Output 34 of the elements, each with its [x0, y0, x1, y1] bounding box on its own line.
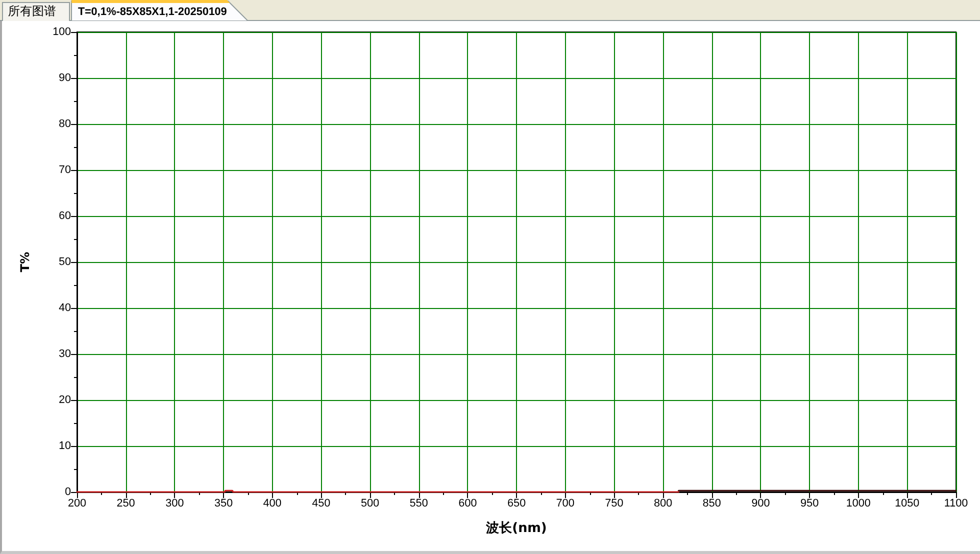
x-tick-label: 950 [800, 498, 819, 510]
x-tick-label: 900 [751, 498, 770, 510]
x-tick-label: 400 [263, 498, 282, 510]
x-tick-label: 850 [702, 498, 722, 510]
x-tick-label: 350 [214, 498, 233, 510]
x-tick-label: 500 [360, 498, 380, 510]
x-tick-label: 300 [165, 498, 184, 510]
x-axis-title: 波长(nm) [485, 521, 547, 536]
x-tick-label: 1000 [846, 498, 871, 510]
y-tick-label: 70 [58, 164, 71, 176]
x-tick-label: 450 [312, 498, 330, 510]
y-tick-label: 50 [58, 256, 71, 268]
y-tick-label: 80 [58, 118, 71, 130]
y-tick-label: 90 [58, 72, 71, 84]
x-tick-label: 750 [604, 498, 624, 510]
x-tick-label: 550 [410, 498, 428, 510]
y-tick-label: 20 [58, 394, 71, 406]
y-tick-label: 40 [58, 302, 71, 314]
x-tick-label: 1100 [944, 498, 968, 510]
x-tick-label: 600 [458, 498, 477, 510]
x-tick-label: 200 [68, 498, 86, 510]
y-tick-label: 100 [52, 26, 71, 38]
chart-title: T=0,1%-85X85X1,1-20250109 [78, 5, 227, 20]
x-tick-label: 650 [507, 498, 526, 510]
y-tick-label: 0 [64, 486, 71, 498]
y-tick-label: 30 [58, 348, 71, 360]
x-tick-label: 800 [654, 498, 672, 510]
text: 所有图谱 [8, 3, 56, 20]
x-tick-label: 700 [556, 498, 575, 510]
y-axis-title: T% [18, 252, 32, 272]
x-tick-label: 250 [116, 498, 136, 510]
y-tick-label: 10 [58, 440, 71, 452]
y-tick-label: 60 [58, 210, 71, 222]
x-tick-label: 1050 [894, 498, 920, 510]
